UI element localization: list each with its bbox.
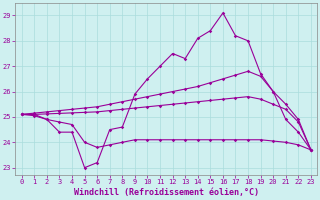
X-axis label: Windchill (Refroidissement éolien,°C): Windchill (Refroidissement éolien,°C) — [74, 188, 259, 197]
